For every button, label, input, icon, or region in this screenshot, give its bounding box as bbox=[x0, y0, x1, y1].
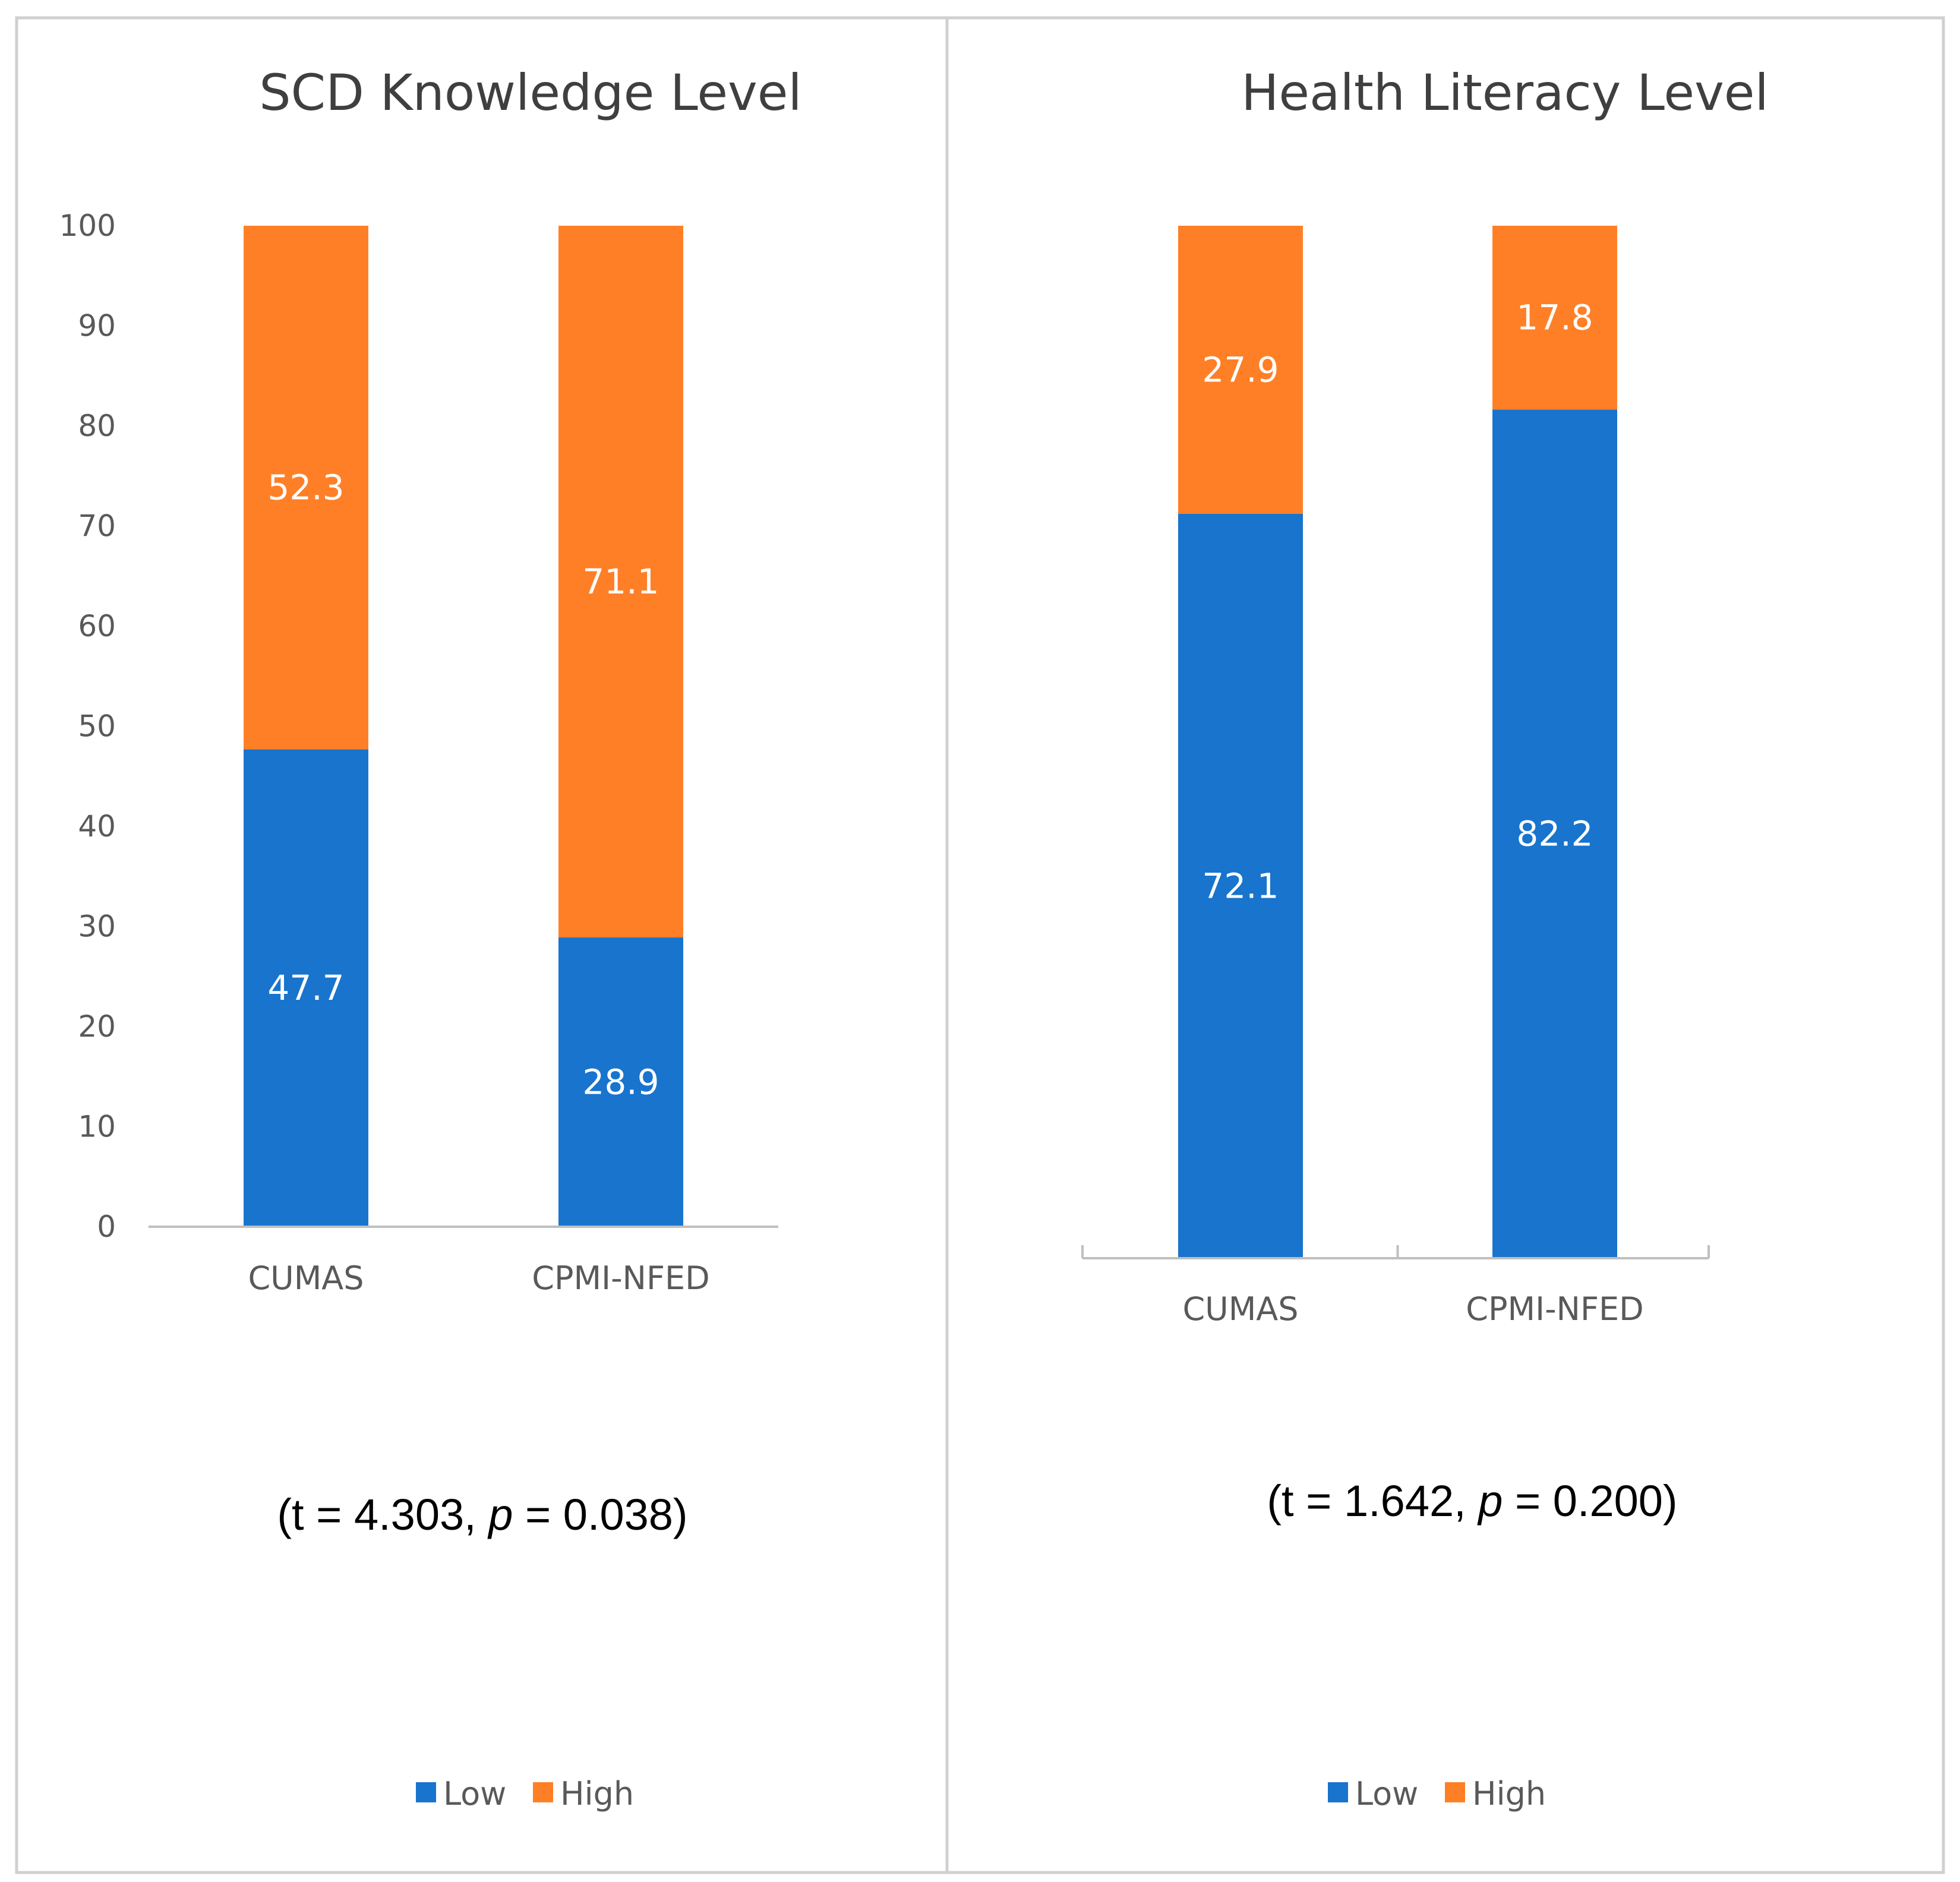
data-label-high-cumas: 27.9 bbox=[1202, 349, 1279, 390]
stat-annotation: (t = 1.642, p = 0.200) bbox=[1267, 1476, 1677, 1526]
data-label-high-cpmi-nfed: 71.1 bbox=[582, 561, 659, 602]
y-tick-label: 90 bbox=[78, 309, 116, 343]
stat-p-symbol: p bbox=[1477, 1476, 1503, 1526]
legend-swatch-high bbox=[1445, 1782, 1465, 1802]
x-category-label: CPMI-NFED bbox=[1466, 1290, 1643, 1328]
stat-suffix: = 0.200) bbox=[1503, 1476, 1677, 1526]
bar-high-cumas bbox=[244, 226, 368, 750]
legend-swatch-low bbox=[416, 1782, 436, 1802]
y-tick-label: 40 bbox=[78, 809, 116, 844]
x-category-label: CPMI-NFED bbox=[532, 1259, 709, 1297]
stat-suffix: = 0.038) bbox=[513, 1490, 687, 1539]
chart-scd-knowledge: SCD Knowledge Level 0 10 20 30 40 50 60 70 80 90 10… bbox=[59, 64, 802, 1812]
y-tick-label: 20 bbox=[78, 1009, 116, 1044]
legend-swatch-high bbox=[533, 1782, 553, 1802]
data-label-low-cpmi-nfed: 82.2 bbox=[1516, 814, 1593, 854]
legend-label-low: Low bbox=[443, 1775, 506, 1812]
y-tick-label: 50 bbox=[78, 709, 116, 744]
y-tick-label: 10 bbox=[78, 1110, 116, 1144]
bar-low-cpmi-nfed bbox=[1492, 409, 1617, 1258]
stat-prefix: (t = 1.642, bbox=[1267, 1476, 1478, 1526]
y-tick-label: 100 bbox=[59, 209, 116, 243]
y-tick-label: 80 bbox=[78, 409, 116, 443]
data-label-low-cumas: 72.1 bbox=[1202, 866, 1279, 906]
legend-label-high: High bbox=[1472, 1775, 1546, 1812]
x-category-label: CUMAS bbox=[248, 1259, 364, 1297]
bar-high-cumas bbox=[1178, 226, 1303, 514]
y-tick-label: 70 bbox=[78, 509, 116, 544]
bar-low-cumas bbox=[244, 749, 368, 1227]
chart-title: Health Literacy Level bbox=[1241, 64, 1769, 122]
stat-prefix: (t = 4.303, bbox=[277, 1490, 488, 1539]
bar-high-cpmi-nfed bbox=[558, 226, 683, 938]
stat-p-symbol: p bbox=[487, 1490, 513, 1539]
data-label-low-cumas: 47.7 bbox=[267, 968, 344, 1008]
y-tick-label: 0 bbox=[97, 1210, 116, 1244]
x-category-label: CUMAS bbox=[1182, 1290, 1298, 1328]
data-label-high-cumas: 52.3 bbox=[267, 468, 344, 508]
legend-label-high: High bbox=[560, 1775, 634, 1812]
y-tick-label: 30 bbox=[78, 910, 116, 944]
stat-annotation: (t = 4.303, p = 0.038) bbox=[277, 1490, 687, 1539]
legend-swatch-low bbox=[1328, 1782, 1348, 1802]
chart-title: SCD Knowledge Level bbox=[259, 64, 802, 122]
y-tick-label: 60 bbox=[78, 609, 116, 643]
chart-health-literacy: Health Literacy Level 72.1 27.9 CUMAS 82.2 17… bbox=[1081, 64, 1769, 1812]
data-label-low-cpmi-nfed: 28.9 bbox=[582, 1062, 659, 1103]
legend-label-low: Low bbox=[1355, 1775, 1418, 1812]
bar-low-cumas bbox=[1178, 513, 1303, 1258]
bar-high-cpmi-nfed bbox=[1492, 226, 1617, 410]
data-label-high-cpmi-nfed: 17.8 bbox=[1516, 298, 1593, 338]
bar-low-cpmi-nfed bbox=[558, 937, 683, 1227]
panel-right-border bbox=[945, 16, 1945, 1874]
